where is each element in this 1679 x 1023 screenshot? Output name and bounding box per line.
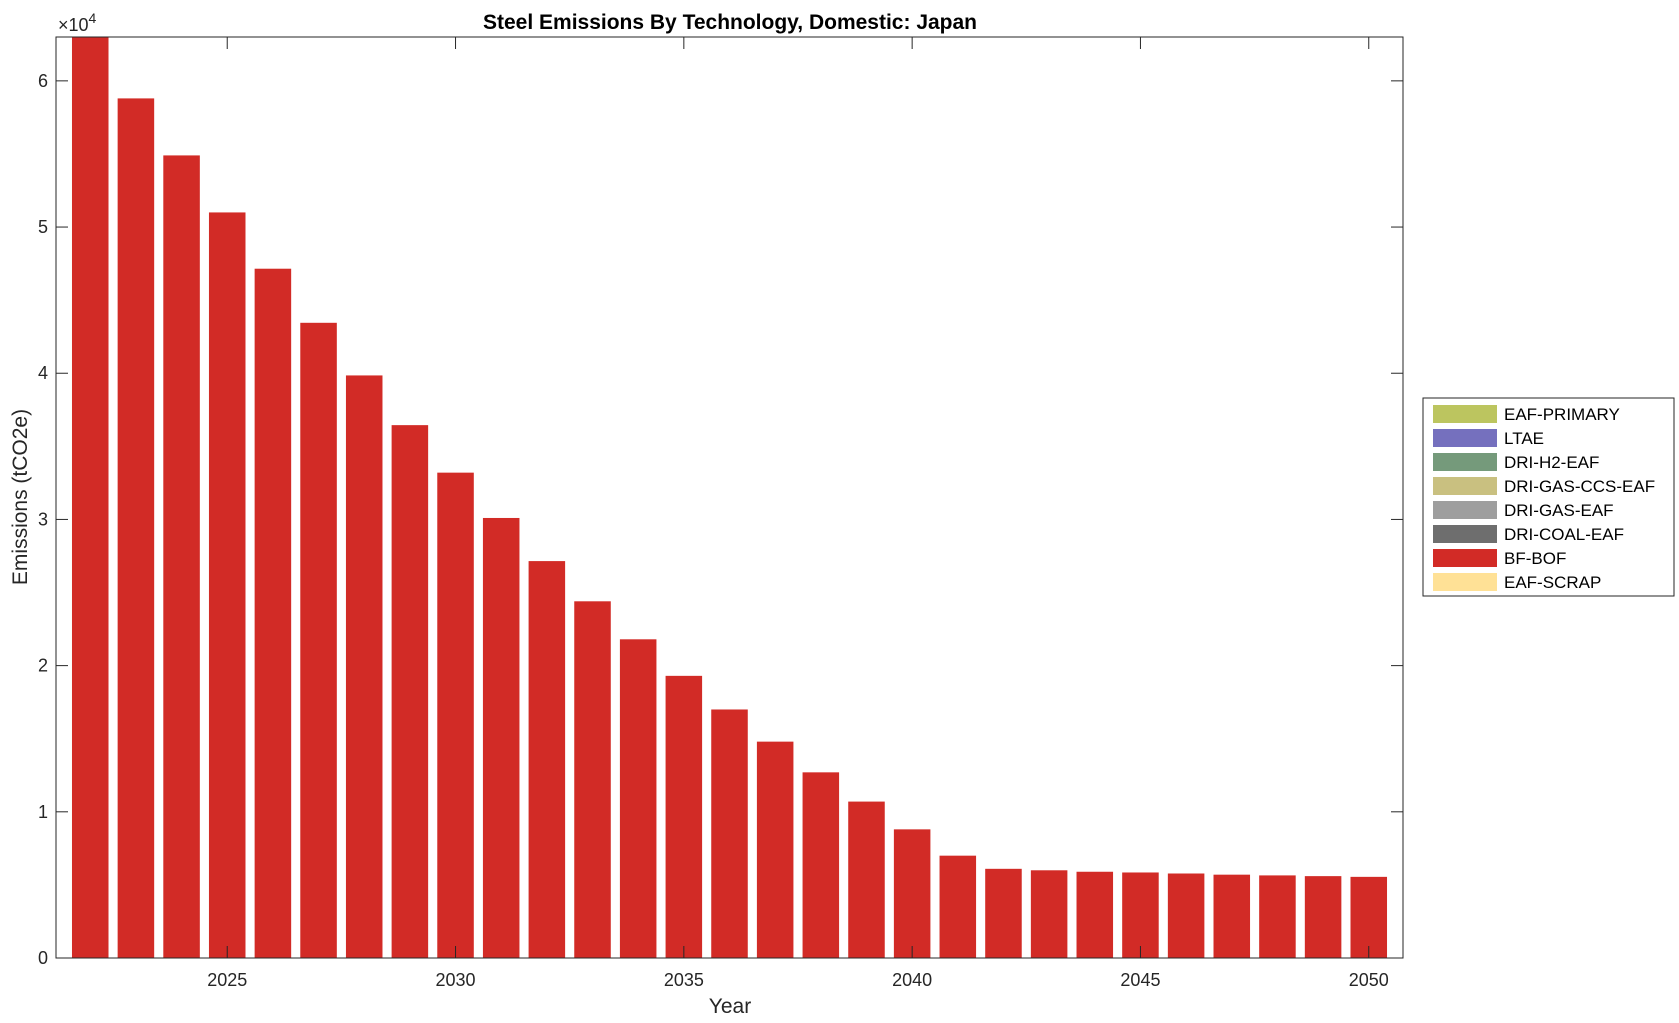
bar-bf-bof-2047 [1213,874,1251,958]
bar-bf-bof-2041 [939,855,977,958]
bar-bf-bof-2031 [482,517,520,958]
y-tick-label: 5 [38,217,48,237]
bar-bf-bof-2026 [254,268,292,959]
legend-swatch-bf-bof [1433,549,1497,567]
bar-bf-bof-2027 [300,322,337,958]
bar-bf-bof-2030 [437,472,474,958]
bar-bf-bof-2034 [619,639,657,958]
legend-swatch-ltae [1433,429,1497,447]
bar-bf-bof-2029 [391,425,429,958]
y-tick-label: 0 [38,948,48,968]
legend-label-bf-bof: BF-BOF [1504,549,1566,568]
bars-layer [71,37,1388,959]
bar-bf-bof-2050 [1350,876,1388,958]
y-exponent-power: 4 [89,10,97,26]
bar-bf-bof-2040 [893,829,931,958]
y-tick-label: 4 [38,363,48,383]
y-tick-label: 1 [38,802,48,822]
bar-bf-bof-2049 [1304,876,1342,958]
bar-bf-bof-2046 [1167,873,1205,958]
x-tick-label: 2025 [207,970,247,990]
bar-bf-bof-2038 [802,772,840,958]
bar-bf-bof-2025 [208,212,246,958]
legend-swatch-dri-coal-eaf [1433,525,1497,543]
bar-bf-bof-2048 [1259,875,1296,958]
x-tick-label: 2050 [1349,970,1389,990]
y-exponent-base: ×10 [58,15,89,35]
bar-bf-bof-2028 [345,375,383,958]
bar-bf-bof-2045 [1122,872,1159,958]
legend-swatch-dri-gas-eaf [1433,501,1497,519]
legend-label-ltae: LTAE [1504,429,1544,448]
y-axis: 0 1 2 3 4 5 6 [38,71,1403,968]
legend-label-dri-gas-ccs-eaf: DRI-GAS-CCS-EAF [1504,477,1655,496]
bar-bf-bof-2032 [528,561,566,958]
y-axis-label: Emissions (tCO2e) [9,409,32,585]
bar-bf-bof-2043 [1030,870,1068,958]
legend-swatch-eaf-scrap [1433,573,1497,591]
y-exponent-label: ×104 [58,10,97,35]
bar-bf-bof-2037 [756,741,794,958]
bar-bf-bof-2024 [163,155,200,958]
legend-label-dri-coal-eaf: DRI-COAL-EAF [1504,525,1624,544]
bar-bf-bof-2036 [711,709,748,958]
legend-label-dri-gas-eaf: DRI-GAS-EAF [1504,501,1614,520]
bar-bf-bof-2035 [665,675,703,958]
legend-swatch-dri-gas-ccs-eaf [1433,477,1497,495]
legend-swatch-dri-h2-eaf [1433,453,1497,471]
legend: EAF-PRIMARY LTAE DRI-H2-EAF DRI-GAS-CCS-EAF… [1422,397,1675,597]
chart-title: Steel Emissions By Technology, Domestic:… [483,11,977,34]
legend-label-dri-h2-eaf: DRI-H2-EAF [1504,453,1599,472]
x-tick-label: 2040 [892,970,932,990]
bar-bf-bof-2023 [117,98,155,958]
y-tick-label: 6 [38,71,48,91]
bar-bf-bof-2042 [985,868,1022,958]
x-axis-label: Year [709,995,751,1018]
plot-frame [55,36,1404,959]
bar-bf-bof-2039 [848,801,885,958]
legend-label-eaf-scrap: EAF-SCRAP [1504,573,1601,592]
y-tick-label: 2 [38,656,48,676]
bar-bf-bof-2033 [574,601,611,958]
x-axis: 2025 2030 2035 2040 2045 2050 [207,37,1389,990]
x-tick-label: 2045 [1120,970,1160,990]
y-tick-label: 3 [38,509,48,529]
x-tick-label: 2030 [436,970,476,990]
legend-label-eaf-primary: EAF-PRIMARY [1504,405,1620,424]
legend-swatch-eaf-primary [1433,405,1497,423]
x-tick-label: 2035 [664,970,704,990]
bar-bf-bof-2022 [71,37,109,958]
bar-bf-bof-2044 [1076,871,1114,958]
